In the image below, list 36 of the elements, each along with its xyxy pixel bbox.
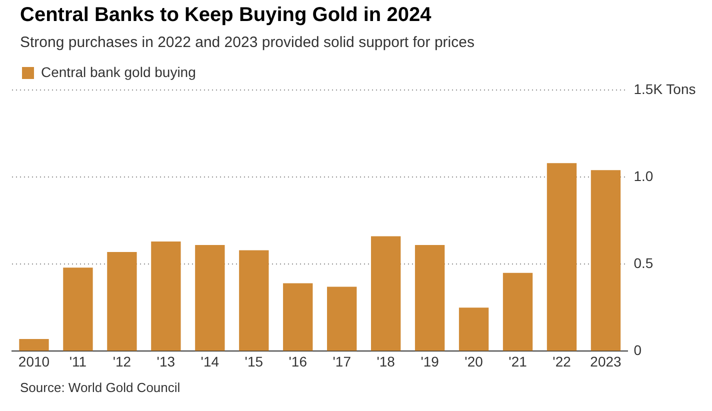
bar	[371, 236, 401, 351]
bar	[458, 308, 489, 351]
x-tick-label: '19	[420, 353, 440, 370]
source-note: Source: World Gold Council	[20, 380, 180, 395]
chart-subtitle: Strong purchases in 2022 and 2023 provided solid support for prices	[20, 34, 474, 51]
bar	[414, 244, 445, 351]
bar	[19, 339, 49, 351]
bar	[502, 272, 533, 351]
x-tick-label: 2010	[18, 353, 50, 370]
x-tick-label: '22	[552, 353, 572, 370]
bar	[283, 283, 313, 351]
legend-label: Central bank gold buying	[41, 64, 196, 80]
bar	[63, 268, 93, 351]
x-tick-label: '11	[69, 353, 87, 370]
bar	[107, 252, 137, 351]
bar	[546, 163, 577, 351]
bar	[590, 170, 621, 351]
bar	[239, 250, 269, 351]
y-tick-label: 0.5	[634, 254, 654, 271]
y-tick-label: 0	[634, 342, 642, 358]
chart-title: Central Banks to Keep Buying Gold in 2024	[20, 4, 432, 27]
x-tick-label: '15	[244, 353, 264, 370]
x-tick-label: 2023	[590, 353, 622, 370]
x-tick-label: '12	[112, 353, 132, 370]
x-tick-label: '17	[332, 353, 352, 370]
y-tick-label: 1.0	[634, 168, 654, 184]
bar	[195, 244, 225, 351]
bar	[327, 286, 357, 351]
x-tick-label: '21	[508, 353, 528, 370]
x-tick-label: '14	[200, 353, 220, 370]
bar	[151, 241, 181, 351]
x-tick-label: '18	[376, 353, 396, 370]
y-tick-label: 1.5K Tons	[634, 80, 696, 97]
x-tick-label: '16	[288, 353, 308, 370]
x-tick-label: '13	[156, 353, 176, 370]
x-tick-label: '20	[464, 353, 484, 370]
